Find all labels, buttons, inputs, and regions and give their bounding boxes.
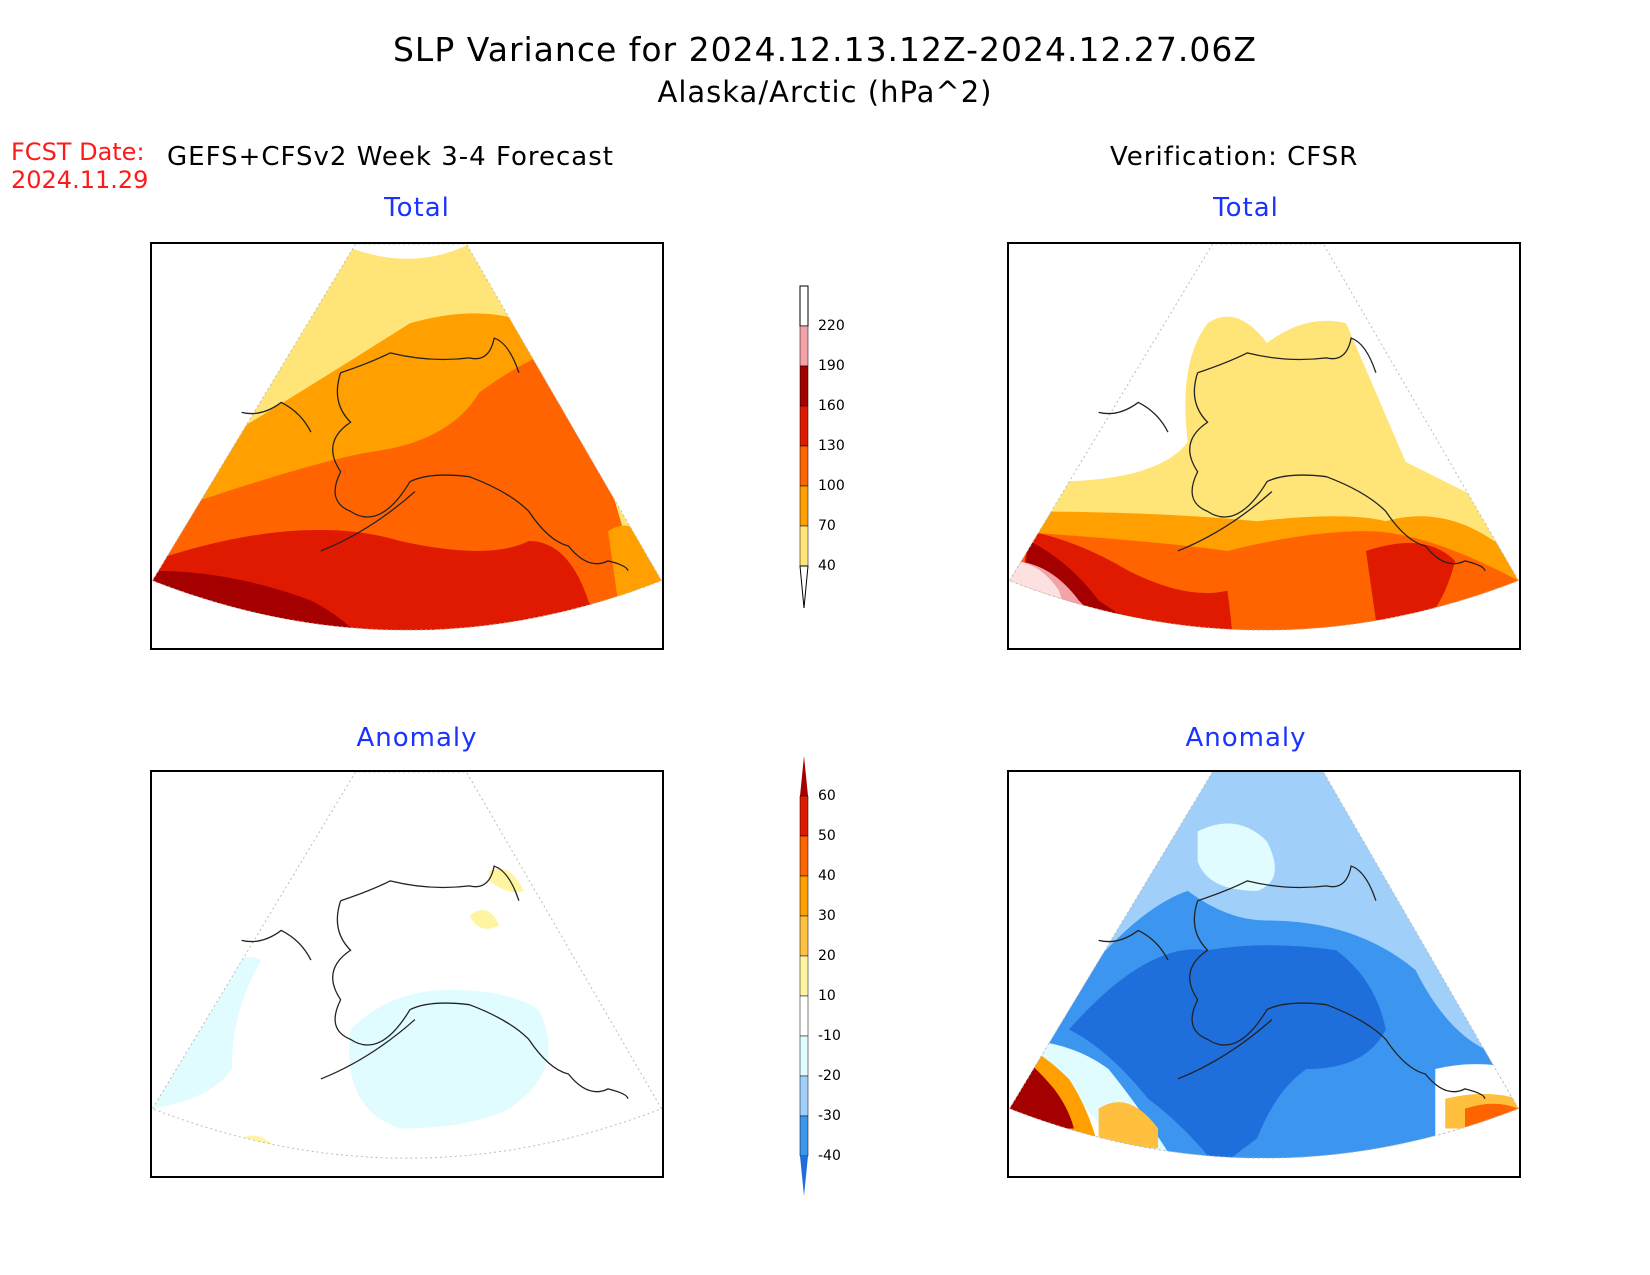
verification-total-contours [1009, 244, 1519, 631]
anomaly-colorbar-label: 50 [818, 828, 836, 844]
anomaly-colorbar-label: 30 [818, 908, 836, 924]
total-colorbar-segment [799, 485, 809, 527]
anomaly-colorbar-segment [799, 915, 809, 957]
verification-anomaly-contours [1009, 772, 1519, 1159]
anomaly-colorbar-top-arrow [800, 756, 808, 796]
verification-column-title: Verification: CFSR [1110, 142, 1359, 172]
anomaly-colorbar-segment [799, 1115, 809, 1157]
anomaly-colorbar-segment [799, 835, 809, 877]
anomaly-colorbar-segment [799, 955, 809, 997]
verification-anomaly-subtitle: Anomaly [1185, 723, 1307, 753]
verification-total-subtitle: Total [1213, 193, 1279, 223]
anomaly-colorbar-label: 10 [818, 988, 836, 1004]
anomaly-colorbar-label: -40 [818, 1148, 841, 1164]
total-colorbar: 220 190 160 130 100 70 40 [799, 285, 845, 609]
anomaly-colorbar: 60 50 40 30 20 10 -10 -20 -30 -40 [799, 756, 841, 1196]
total-colorbar-bottom-arrow [799, 565, 809, 609]
total-colorbar-top-arrow [799, 285, 809, 327]
forecast-date-block: FCST Date: 2024.11.29 [11, 138, 148, 194]
anomaly-colorbar-label: 60 [818, 788, 836, 804]
anomaly-colorbar-label: -10 [818, 1028, 841, 1044]
total-colorbar-label: 70 [818, 518, 836, 534]
total-colorbar-label: 130 [818, 438, 845, 454]
total-colorbar-label: 190 [818, 358, 845, 374]
anomaly-colorbar-label: -30 [818, 1108, 841, 1124]
total-colorbar-segment [799, 405, 809, 447]
anomaly-colorbar-label: 40 [818, 868, 836, 884]
anomaly-colorbar-segment [799, 995, 809, 1037]
anomaly-colorbar-label: -20 [818, 1068, 841, 1084]
forecast-total-map [150, 242, 664, 650]
total-colorbar-segment [799, 445, 809, 487]
total-colorbar-segment [799, 525, 809, 567]
forecast-total-subtitle: Total [384, 193, 450, 223]
total-colorbar-label: 40 [818, 558, 836, 574]
total-colorbar-label: 220 [818, 318, 845, 334]
total-colorbar-label: 100 [818, 478, 845, 494]
forecast-column-title: GEFS+CFSv2 Week 3-4 Forecast [167, 142, 614, 172]
total-colorbar-label: 160 [818, 398, 845, 414]
total-colorbar-segment [799, 325, 809, 367]
anomaly-colorbar-segment [799, 795, 809, 837]
forecast-total-contours [152, 244, 662, 631]
anomaly-colorbar-segment [799, 875, 809, 917]
anomaly-colorbar-segment [799, 1075, 809, 1117]
verification-total-map [1007, 242, 1521, 650]
total-colorbar-segment [799, 365, 809, 407]
forecast-date-value: 2024.11.29 [11, 166, 149, 194]
anomaly-colorbar-label: 20 [818, 948, 836, 964]
figure-subtitle: Alaska/Arctic (hPa^2) [657, 75, 993, 109]
figure-title: SLP Variance for 2024.12.13.12Z-2024.12.… [392, 30, 1258, 69]
verification-anomaly-map [1007, 770, 1521, 1178]
anomaly-colorbar-segment [799, 1035, 809, 1077]
forecast-anomaly-subtitle: Anomaly [356, 723, 478, 753]
forecast-anomaly-contours [152, 772, 662, 1159]
forecast-date-label: FCST Date: [11, 138, 145, 166]
forecast-anomaly-map [150, 770, 664, 1178]
anomaly-colorbar-bottom-arrow [800, 1156, 808, 1196]
